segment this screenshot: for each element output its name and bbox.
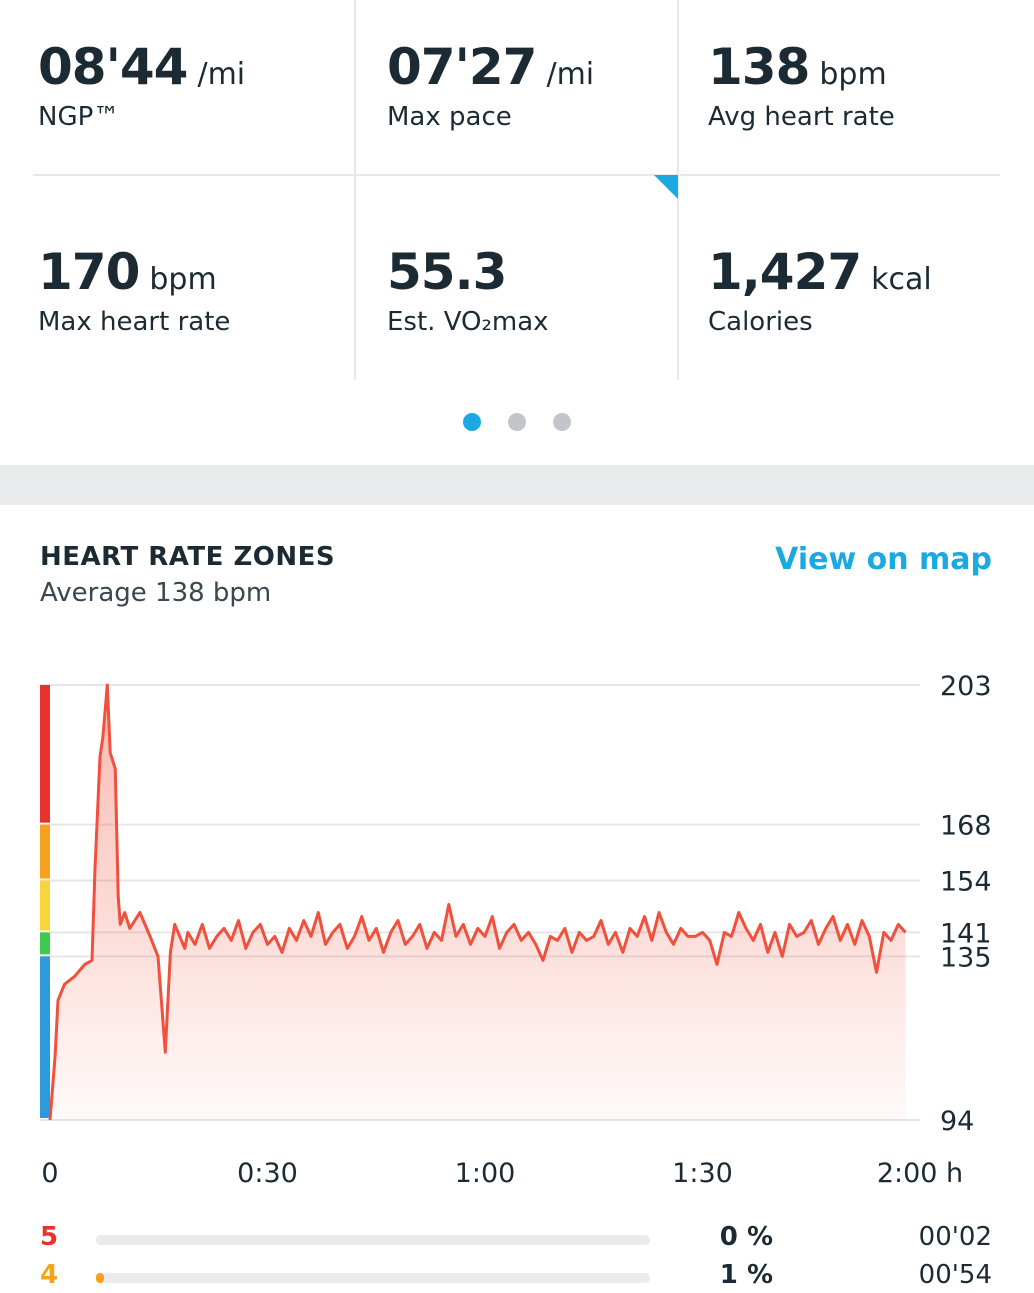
zone-band (40, 932, 50, 955)
y-tick-label: 94 (940, 1106, 974, 1137)
stat-cell: 1,427 kcal Calories (708, 243, 932, 337)
y-tick-label: 154 (940, 867, 992, 898)
stat-number: 170 (38, 243, 140, 301)
zone-band (40, 685, 50, 823)
stat-unit: kcal (871, 262, 932, 297)
zone-number: 5 (40, 1222, 59, 1252)
stat-cell: 07'27/mi Max pace (387, 38, 594, 132)
zone-track (96, 1235, 650, 1245)
stat-value: 08'44/mi (38, 38, 245, 96)
area-fill (50, 685, 906, 1120)
view-on-map-link[interactable]: View on map (775, 542, 992, 577)
zone-band (40, 956, 50, 1118)
section-gap (0, 465, 1034, 505)
stat-label: NGP™ (38, 102, 120, 132)
zone-percent: 1 % (719, 1260, 773, 1290)
y-tick-label: 168 (940, 811, 992, 842)
stat-value: 170 bpm (38, 243, 230, 301)
stat-value: 138 bpm (708, 38, 895, 96)
y-tick-label: 135 (940, 942, 992, 973)
stat-number: 07'27 (387, 38, 537, 96)
x-tick-label: 0:30 (237, 1158, 298, 1189)
divider (33, 174, 1000, 176)
page-dot[interactable] (553, 413, 571, 431)
heart-rate-line (48, 683, 907, 1121)
stat-label: Max pace (387, 102, 512, 132)
stat-unit: bpm (819, 57, 887, 92)
zone-band (40, 824, 50, 879)
stat-label: Est. VO₂max (387, 307, 549, 337)
stat-number: 08'44 (38, 38, 188, 96)
y-tick-label: 141 (940, 918, 992, 949)
stat-label: Calories (708, 307, 813, 337)
zone-percent: 0 % (719, 1222, 773, 1252)
zone-time: 00'02 (918, 1222, 992, 1252)
x-tick-label: 1:30 (672, 1158, 733, 1189)
stat-value: 55.3 (387, 243, 549, 301)
stat-cell: 170 bpm Max heart rate (38, 243, 230, 337)
x-tick-label: 1:00 (455, 1158, 516, 1189)
stat-number: 1,427 (708, 243, 862, 301)
zone-fill (96, 1273, 104, 1283)
x-tick-label: 0 (41, 1158, 58, 1189)
stat-number: 55.3 (387, 243, 507, 301)
page-dots (463, 413, 571, 431)
stat-label: Avg heart rate (708, 102, 895, 132)
stat-unit: /mi (546, 57, 595, 92)
stat-unit: bpm (149, 262, 217, 297)
divider (354, 0, 356, 380)
y-tick-label: 203 (940, 671, 992, 702)
section-title: HEART RATE ZONES (40, 542, 336, 572)
corner-marker (654, 175, 678, 199)
zone-band (40, 880, 50, 931)
section-subtitle: Average 138 bpm (40, 578, 272, 608)
zone-number: 4 (40, 1260, 59, 1290)
stat-cell: 55.3 Est. VO₂max (387, 243, 549, 337)
page-dot[interactable] (463, 413, 481, 431)
stat-value: 07'27/mi (387, 38, 594, 96)
x-tick-label: 2:00 h (877, 1158, 963, 1189)
stat-number: 138 (708, 38, 810, 96)
stat-cell: 08'44/mi NGP™ (38, 38, 245, 132)
zone-time: 00'54 (918, 1260, 992, 1290)
page-dot[interactable] (508, 413, 526, 431)
stat-unit: /mi (197, 57, 246, 92)
zone-track (96, 1273, 650, 1283)
stat-label: Max heart rate (38, 307, 231, 337)
stat-value: 1,427 kcal (708, 243, 932, 301)
stat-cell: 138 bpm Avg heart rate (708, 38, 895, 132)
